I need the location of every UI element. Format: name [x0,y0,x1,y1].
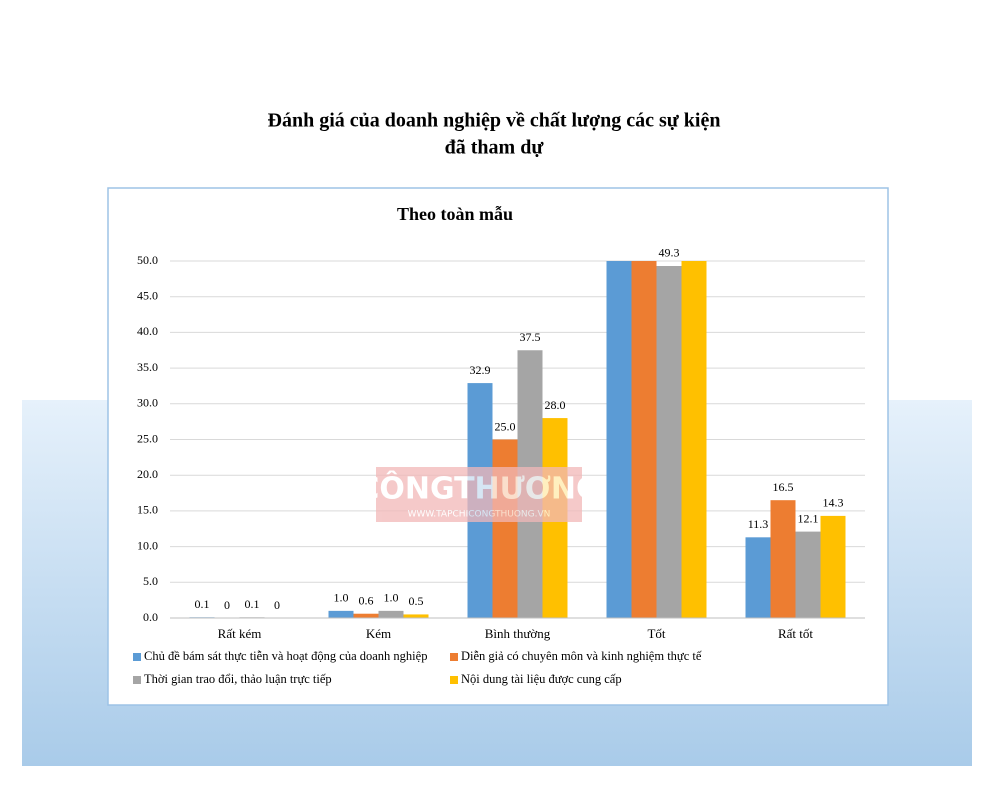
data-label: 12.1 [798,511,819,525]
legend-swatch [133,653,141,661]
y-tick-label: 45.0 [137,288,158,302]
data-label: 0 [274,598,280,612]
page-title: đã tham dự [445,137,545,159]
data-label: 0 [224,598,230,612]
y-tick-label: 50.0 [137,253,158,267]
y-tick-label: 0.0 [143,610,158,624]
watermark: CÔNGTHƯƠNG WWW.TAPCHICONGTHUONG.VN [357,467,601,522]
data-label: 28.0 [545,398,566,412]
watermark-url: WWW.TAPCHICONGTHUONG.VN [408,510,551,520]
bar [403,614,429,618]
data-label: 37.5 [520,330,541,344]
bar [745,537,771,618]
y-tick-label: 10.0 [137,538,158,552]
data-label: 1.0 [334,591,349,605]
data-label: 1.0 [384,591,399,605]
y-tick-label: 5.0 [143,574,158,588]
bar [606,261,632,618]
x-tick-label: Tốt [647,626,665,641]
bar [353,613,379,618]
data-label: 32.9 [470,363,491,377]
data-label: 49.3 [659,246,680,260]
x-tick-label: Rất tốt [778,626,813,641]
watermark-brand: CÔNGTHƯƠNG [357,470,600,507]
data-label: 25.0 [495,419,516,433]
y-tick-label: 40.0 [137,324,158,338]
data-label: 0.5 [409,594,424,608]
y-tick-label: 25.0 [137,431,158,445]
chart-title: Theo toàn mẫu [397,204,513,224]
y-tick-label: 35.0 [137,360,158,374]
legend-swatch [450,676,458,684]
y-tick-label: 20.0 [137,467,158,481]
data-label: 0.1 [245,597,260,611]
data-label: 11.3 [748,517,769,531]
x-tick-label: Kém [366,626,391,641]
legend-label: Chủ đề bám sát thực tiễn và hoạt động củ… [144,649,427,663]
y-tick-label: 30.0 [137,396,158,410]
legend-label: Nội dung tài liệu được cung cấp [461,672,622,686]
data-label: 16.5 [773,480,794,494]
legend-swatch [450,653,458,661]
bar [328,610,354,618]
bar [795,531,821,618]
data-label: 14.3 [823,496,844,510]
x-tick-label: Bình thường [485,626,551,641]
data-label: 0.1 [195,597,210,611]
legend-label: Thời gian trao đổi, thảo luận trực tiếp [144,672,332,686]
x-tick-label: Rất kém [218,626,262,641]
legend-label: Diễn giả có chuyên môn và kinh nghiệm th… [461,649,702,663]
bar [820,515,846,618]
data-label: 0.6 [359,593,374,607]
page-title: Đánh giá của doanh nghiệp về chất lượng … [268,110,721,132]
bar [378,610,404,618]
bar [770,500,796,618]
y-tick-label: 15.0 [137,503,158,517]
bar [631,261,657,618]
watermark-box [376,467,582,522]
legend-swatch [133,676,141,684]
bar [681,261,707,618]
bar [656,265,682,618]
bar [492,439,518,618]
